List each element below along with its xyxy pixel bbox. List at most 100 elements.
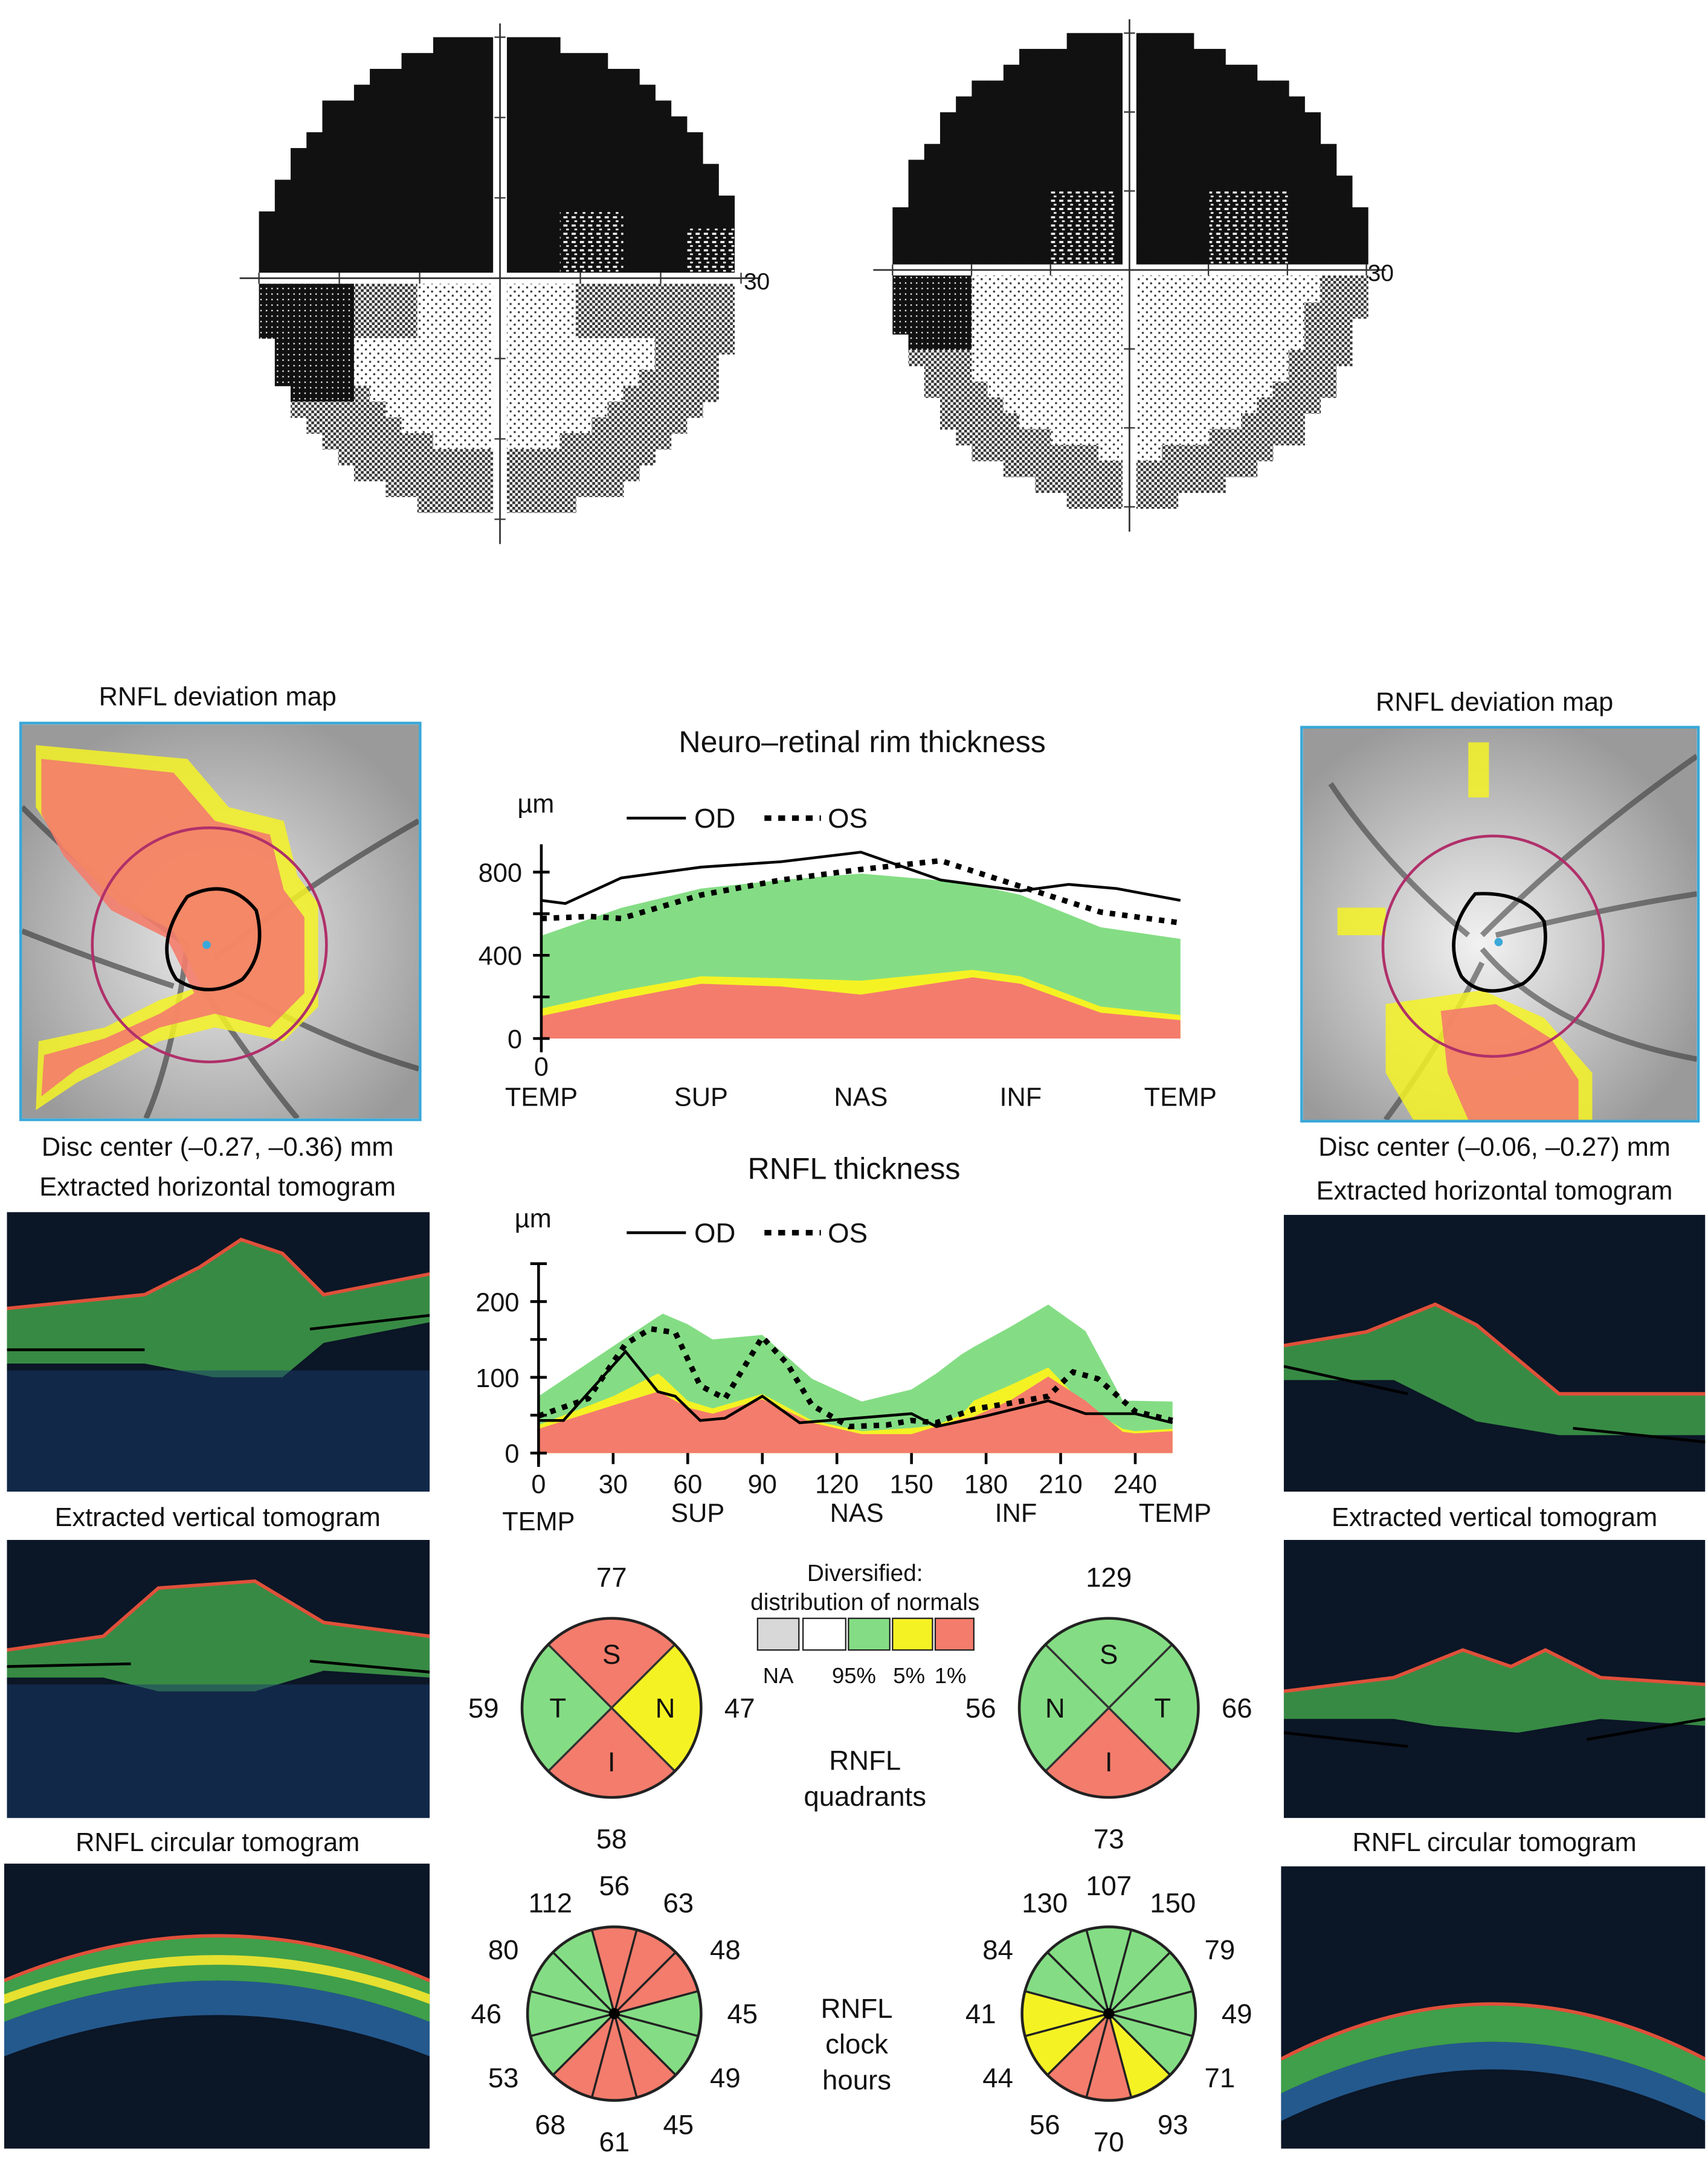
visual-field-cell (575, 85, 593, 101)
right-quadrant-sector-value: 66 (1222, 1693, 1252, 1724)
visual-field-cell (291, 370, 308, 387)
visual-field-cell (1146, 476, 1162, 493)
visual-field-cell (1304, 207, 1321, 224)
visual-field-cell (417, 417, 434, 434)
visual-field-cell (1178, 429, 1194, 446)
visual-field-cell (623, 148, 640, 165)
visual-field-cell (1098, 175, 1115, 192)
right-clock-value: 79 (1205, 1934, 1236, 1965)
visual-field-cell (1336, 302, 1353, 319)
visual-field-cell (417, 148, 434, 165)
visual-field-cell (433, 306, 450, 323)
visual-field-cell (1035, 128, 1052, 145)
right-clock-value: 93 (1158, 2110, 1188, 2140)
right-clock-value: 84 (982, 1934, 1013, 1965)
visual-field-cell (559, 211, 576, 228)
visual-field-cell (686, 401, 703, 418)
visual-field-cell (591, 401, 608, 418)
chart2-x-tick-label: 180 (964, 1470, 1008, 1499)
visual-field-cell (1003, 239, 1020, 256)
visual-field-cell (1162, 413, 1179, 430)
visual-field-cell (1193, 381, 1210, 398)
visual-field-cell (322, 132, 339, 149)
visual-field-cell (956, 302, 973, 319)
visual-field-cell (512, 338, 529, 355)
visual-field-cell (449, 496, 466, 513)
visual-field-cell (1178, 366, 1194, 382)
visual-field-cell (338, 164, 355, 181)
visual-field-cell (353, 322, 371, 339)
visual-field-cell (306, 322, 323, 339)
visual-field-cell (417, 227, 434, 244)
visual-field-cell (1051, 302, 1068, 319)
right-quadrant-sector-S (1044, 1617, 1174, 1710)
visual-field-cell (1209, 302, 1226, 319)
visual-field-cell (417, 53, 434, 69)
visual-field-cell (559, 68, 576, 86)
visual-field-cell (544, 37, 561, 54)
visual-field-cell (1193, 96, 1210, 113)
visual-field-cell (987, 191, 1004, 208)
visual-field-cell (1019, 286, 1036, 303)
visual-field-cell (972, 333, 988, 350)
visual-field-cell (528, 37, 545, 54)
visual-field-cell (1051, 80, 1068, 97)
visual-field-cell (702, 211, 719, 228)
visual-field-cell (1162, 239, 1179, 256)
visual-field-cell (1209, 65, 1226, 82)
visual-field-cell (1320, 318, 1337, 335)
chart1-x-category-label: INF (999, 1083, 1042, 1112)
visual-field-cell (370, 338, 387, 355)
visual-field-cell (512, 385, 529, 402)
visual-field-cell (686, 227, 703, 244)
chart1-legend-os-label: OS (828, 803, 868, 834)
visual-field-cell (1003, 65, 1020, 82)
visual-field-cell (702, 227, 719, 244)
visual-field-cell (1225, 112, 1242, 129)
visual-field-cell (908, 318, 925, 335)
visual-field-cell (1035, 318, 1052, 335)
visual-field-cell (1257, 397, 1274, 414)
visual-field-cell (291, 338, 308, 355)
chart1-band-1pct (541, 977, 1181, 1039)
visual-field-cell (401, 401, 418, 418)
left-clock-sector (529, 1951, 618, 2016)
visual-field-cell (1225, 429, 1242, 446)
visual-field-cell (671, 195, 688, 212)
chart2-x-tick-label: 30 (599, 1470, 628, 1499)
right-clock-sector (1084, 2009, 1133, 2102)
visual-field-cell (639, 195, 656, 212)
visual-field-cell (1162, 33, 1179, 50)
visual-field-cell (1288, 239, 1305, 256)
visual-field-cell (1082, 302, 1100, 319)
visual-field-cell (924, 144, 941, 161)
visual-field-cell (322, 401, 339, 418)
visual-field-cell (1257, 381, 1274, 398)
visual-field-cell (465, 37, 482, 54)
visual-field-cell (433, 417, 450, 434)
visual-field-cell (544, 338, 561, 355)
visual-field-cell (274, 179, 291, 196)
left-clock-sector (611, 1951, 700, 2016)
visual-field-cell (1146, 144, 1162, 161)
legend-swatch-white (802, 1617, 846, 1651)
visual-field-cell (623, 338, 640, 355)
visual-field-cell (591, 370, 608, 387)
visual-field-cell (385, 179, 402, 196)
visual-field-cell (274, 195, 291, 212)
visual-field-cell (1162, 318, 1179, 335)
visual-field-cell (370, 465, 387, 481)
chart1-title: Neuro–retinal rim thickness (678, 725, 1046, 759)
visual-field-cell (939, 413, 957, 430)
visual-field-cell (1336, 333, 1353, 350)
visual-field-cell (1051, 381, 1068, 398)
visual-field-cell (559, 433, 576, 450)
visual-field-cell (655, 211, 672, 228)
visual-field-cell (370, 164, 387, 181)
visual-field-cell (544, 465, 561, 481)
visual-field-cell (1304, 366, 1321, 382)
visual-field-cell (1003, 144, 1020, 161)
visual-field-cell (924, 207, 941, 224)
visual-field-left-scale-label: 30 (744, 269, 770, 295)
visual-field-cell (465, 322, 482, 339)
